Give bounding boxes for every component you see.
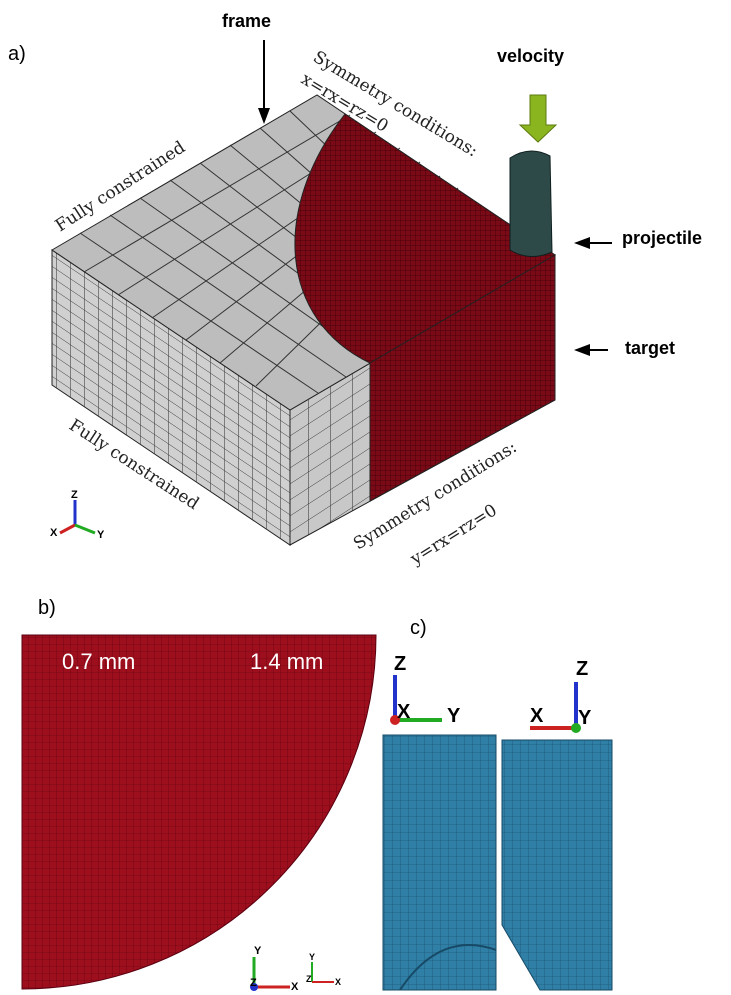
panel-label: c): [410, 617, 427, 639]
axis-label: X: [335, 977, 341, 987]
callout-arrowhead: [574, 344, 590, 356]
callout: target: [625, 338, 675, 358]
axis-label: X: [397, 701, 411, 723]
axis-label: Y: [97, 529, 105, 541]
projectile: [510, 151, 552, 257]
triad: Z X Y: [390, 653, 461, 727]
axis-label: Y: [447, 705, 461, 727]
triad: Y Z X: [306, 952, 341, 987]
axis-label: Y: [309, 952, 315, 962]
callout-arrowhead: [574, 237, 590, 249]
callout: velocity: [497, 46, 564, 66]
axis-label: Y: [254, 945, 262, 957]
axis-label: X: [291, 981, 299, 993]
triad: Z X Y: [530, 658, 592, 733]
axis-label: X: [530, 705, 544, 727]
panel-label: a): [8, 43, 26, 65]
callout: projectile: [622, 228, 702, 248]
axis-label: Z: [250, 977, 257, 989]
axis-label: Z: [71, 489, 78, 501]
figure: a) frame velocity projectile target Symm…: [0, 0, 731, 995]
axis-label: Y: [578, 707, 592, 729]
projectile-mesh: [502, 740, 612, 990]
triad: Z X Y: [50, 489, 105, 541]
axis-label: Z: [394, 653, 406, 675]
panel-label: b): [38, 597, 56, 619]
callout: frame: [222, 11, 271, 31]
triad: Y Z X: [250, 945, 299, 993]
axis-label: Z: [576, 658, 588, 680]
dimension-label: 1.4 mm: [250, 649, 323, 674]
axis-label: X: [50, 527, 58, 539]
callout-arrowhead: [258, 108, 270, 124]
dimension-label: 0.7 mm: [62, 649, 135, 674]
target-cross-section: [22, 635, 376, 989]
axis-label: Z: [306, 974, 312, 984]
velocity-arrow: [520, 95, 556, 142]
